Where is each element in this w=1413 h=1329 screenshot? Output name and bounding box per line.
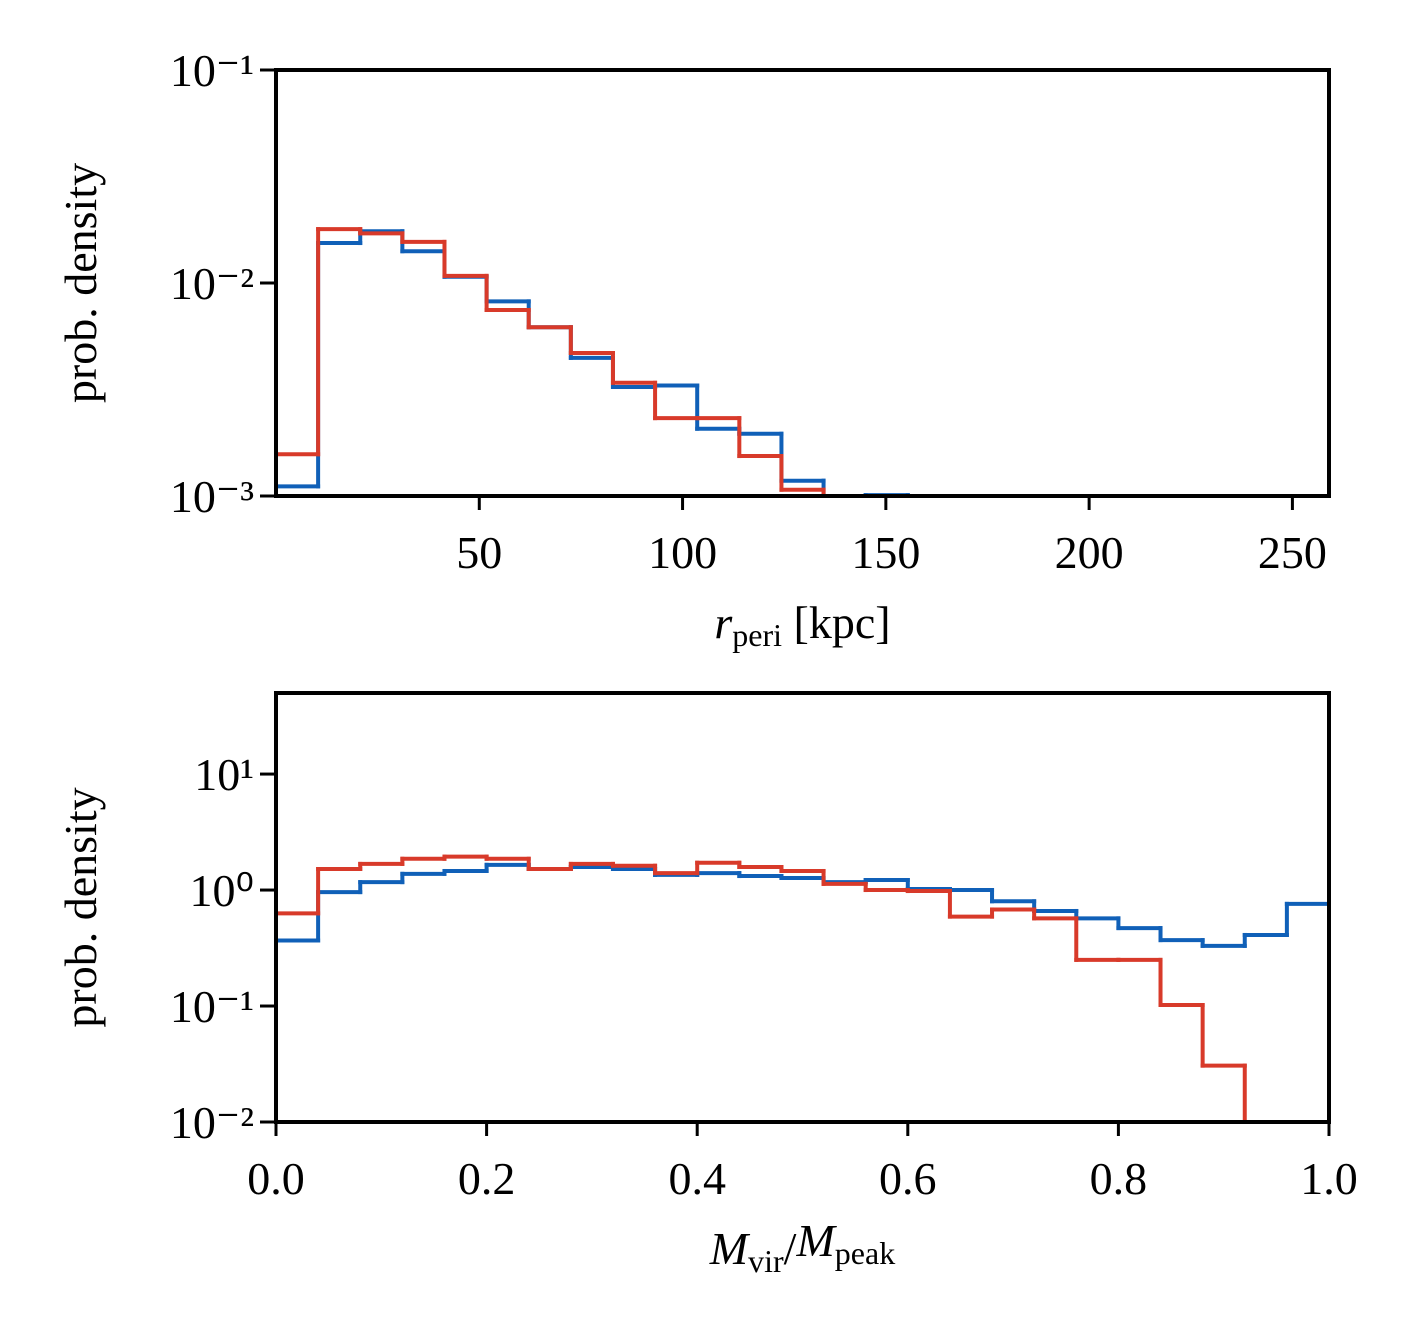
y-tick-label: 10⁰ [190,865,254,916]
plot-area [276,227,910,496]
x-axis-label: Mvir/Mpeak [709,1215,895,1279]
x-axis-label-part: peak [835,1235,895,1271]
x-tick-label: 0.2 [458,1153,516,1204]
y-tick-label: 10¹ [194,749,254,800]
x-axis-label-part: / [784,1223,797,1274]
x-axis-label-part: vir [748,1243,784,1279]
x-axis-label-part: peri [732,617,782,653]
y-tick-label: 10⁻¹ [170,981,254,1032]
x-tick-label: 0.6 [879,1153,937,1204]
axes-frame [274,691,1331,1124]
x-tick-label: 0.0 [247,1153,305,1204]
y-tick-label: 10⁻¹ [170,45,254,96]
y-tick-label: 10⁻² [170,258,254,309]
x-axis-label-part: M [795,1215,837,1266]
x-axis-label: rperi [kpc] [714,597,890,653]
x-tick-label: 0.8 [1090,1153,1148,1204]
x-axis-label-part: M [709,1223,751,1274]
x-axis-label-part: [kpc] [782,597,891,648]
y-axis-label: prob. density [55,163,106,403]
x-tick-label: 50 [456,527,502,578]
plot-area [276,854,1329,1122]
x-tick-label: 1.0 [1300,1153,1358,1204]
y-axis-label: prob. density [55,787,106,1027]
x-tick-label: 250 [1258,527,1327,578]
y-tick-label: 10⁻³ [170,471,254,522]
y-tick-label: 10⁻² [170,1097,254,1148]
x-tick-label: 0.4 [668,1153,726,1204]
x-tick-label: 150 [851,527,920,578]
x-tick-label: 200 [1055,527,1124,578]
x-axis-label-part: r [714,597,733,648]
x-tick-label: 100 [648,527,717,578]
axes-frame [274,68,1331,498]
